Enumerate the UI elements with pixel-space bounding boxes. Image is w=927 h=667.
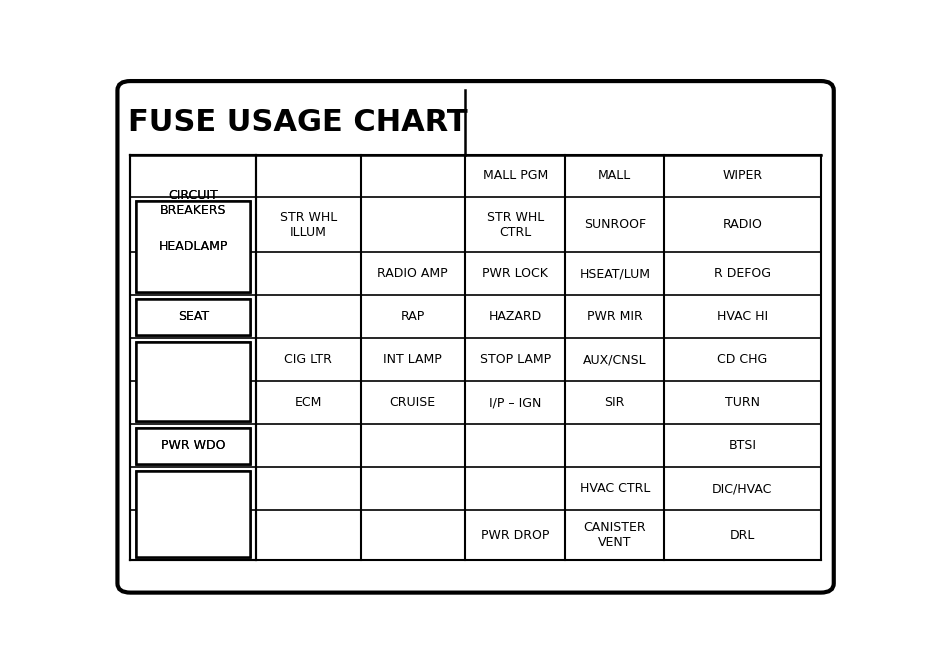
Text: CIRCUIT
BREAKERS: CIRCUIT BREAKERS bbox=[159, 189, 226, 217]
Text: I/P – IGN: I/P – IGN bbox=[489, 396, 540, 410]
Text: SUNROOF: SUNROOF bbox=[583, 218, 645, 231]
Text: HVAC HI: HVAC HI bbox=[716, 310, 768, 323]
Bar bbox=[136, 471, 250, 557]
Text: HEADLAMP: HEADLAMP bbox=[159, 240, 228, 253]
Text: HAZARD: HAZARD bbox=[488, 310, 541, 323]
Text: RAP: RAP bbox=[400, 310, 425, 323]
Bar bbox=[136, 342, 250, 421]
Bar bbox=[136, 299, 250, 335]
Text: SEAT: SEAT bbox=[178, 310, 209, 323]
Text: DRL: DRL bbox=[729, 529, 755, 542]
Text: CRUISE: CRUISE bbox=[389, 396, 436, 410]
Text: HEADLAMP: HEADLAMP bbox=[159, 240, 228, 253]
Text: PWR WDO: PWR WDO bbox=[161, 439, 225, 452]
Text: MALL: MALL bbox=[598, 169, 630, 183]
Bar bbox=[130, 155, 256, 560]
Text: PWR DROP: PWR DROP bbox=[480, 529, 549, 542]
Text: AUX/CNSL: AUX/CNSL bbox=[582, 354, 646, 366]
Text: SIR: SIR bbox=[603, 396, 624, 410]
Bar bbox=[136, 428, 250, 464]
Text: MALL PGM: MALL PGM bbox=[482, 169, 547, 183]
Text: STR WHL
ILLUM: STR WHL ILLUM bbox=[279, 211, 337, 239]
Text: TURN: TURN bbox=[724, 396, 759, 410]
Text: PWR LOCK: PWR LOCK bbox=[482, 267, 548, 280]
Text: CIRCUIT
BREAKERS: CIRCUIT BREAKERS bbox=[159, 189, 226, 217]
Text: WIPER: WIPER bbox=[721, 169, 762, 183]
Text: INT LAMP: INT LAMP bbox=[383, 354, 441, 366]
Text: HVAC CTRL: HVAC CTRL bbox=[579, 482, 649, 495]
Text: DIC/HVAC: DIC/HVAC bbox=[711, 482, 772, 495]
Text: ECM: ECM bbox=[295, 396, 322, 410]
Text: STR WHL
CTRL: STR WHL CTRL bbox=[486, 211, 543, 239]
Text: PWR WDO: PWR WDO bbox=[161, 439, 225, 452]
Text: PWR MIR: PWR MIR bbox=[586, 310, 642, 323]
Bar bbox=[136, 342, 250, 421]
FancyBboxPatch shape bbox=[118, 81, 832, 592]
Bar bbox=[136, 299, 250, 335]
Text: RADIO AMP: RADIO AMP bbox=[377, 267, 448, 280]
Text: BTSI: BTSI bbox=[728, 439, 756, 452]
Text: CIG LTR: CIG LTR bbox=[285, 354, 332, 366]
Text: CANISTER
VENT: CANISTER VENT bbox=[583, 521, 645, 549]
Bar bbox=[136, 201, 250, 291]
Bar bbox=[136, 428, 250, 464]
Text: HSEAT/LUM: HSEAT/LUM bbox=[578, 267, 650, 280]
Bar bbox=[136, 201, 250, 291]
Bar bbox=[136, 471, 250, 557]
Text: CD CHG: CD CHG bbox=[717, 354, 767, 366]
Text: R DEFOG: R DEFOG bbox=[713, 267, 770, 280]
Text: FUSE USAGE CHART: FUSE USAGE CHART bbox=[128, 108, 467, 137]
Text: STOP LAMP: STOP LAMP bbox=[479, 354, 550, 366]
Text: SEAT: SEAT bbox=[178, 310, 209, 323]
Text: RADIO: RADIO bbox=[722, 218, 762, 231]
